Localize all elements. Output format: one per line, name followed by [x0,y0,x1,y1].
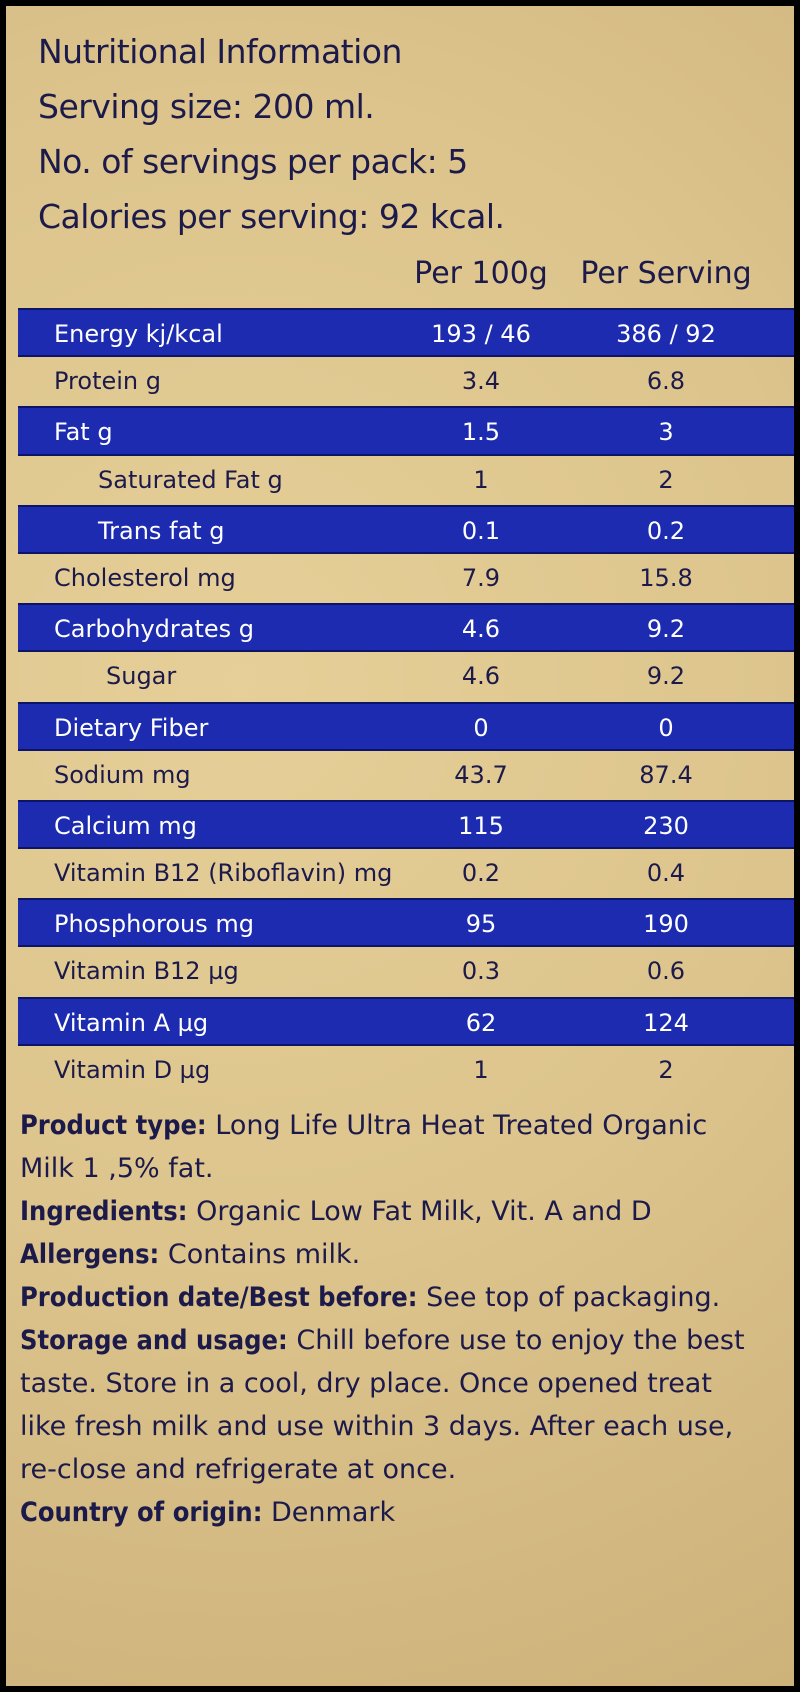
cell-value: 193 / 46 [431,320,531,348]
cell-value: 190 [643,910,689,939]
cell-value: 0 [473,713,489,742]
info-item: Product type: Long Life Ultra Heat Treat… [20,1104,760,1190]
cell-value: 87.4 [639,760,693,789]
nutrient-name: Saturated Fat g [98,465,283,494]
cell-value: 115 [458,811,504,840]
info-text: Denmark [271,1497,396,1528]
cell-value: 124 [643,1008,689,1037]
cell-value: 0.1 [461,516,501,545]
column-header: Per Serving [580,256,752,291]
table-row: Vitamin B12 µg 0.3 0.6 [18,947,794,996]
header: Nutritional Information Serving size: 200… [38,24,505,244]
cell-value: 9.2 [646,615,686,644]
cell-value: 0 [658,713,674,742]
info-text: Long Life Ultra Heat Treated Organic Mil… [20,1110,708,1184]
column-headers: Per 100g Per Serving [6,256,794,300]
cell-value: 0.2 [646,516,686,545]
table-row: Energy kj/kcal 193 / 46 386 / 92 [18,308,794,358]
cell-value: 0.4 [646,859,686,888]
cell-value: 3.4 [461,367,501,396]
info-label: Ingredients: [20,1196,188,1227]
nutrient-name: Carbohydrates g [54,615,255,644]
cell-value: 1 [473,465,489,494]
info-item: Ingredients: Organic Low Fat Milk, Vit. … [20,1190,760,1233]
table-row: Vitamin A µg 62 124 [18,996,794,1046]
footer: Product type: Long Life Ultra Heat Treat… [20,1104,760,1534]
nutrient-name: Dietary Fiber [54,713,209,742]
nutrient-name: Vitamin B12 (Riboflavin) mg [54,859,393,888]
header-line: No. of servings per pack: 5 [38,142,468,181]
info-text: Organic Low Fat Milk, Vit. A and D [196,1196,652,1227]
header-line: Serving size: 200 ml. [38,87,375,126]
info-label: Allergens: [20,1239,160,1270]
table-row: Trans fat g 0.1 0.2 [18,504,794,554]
cell-value: 1.5 [461,418,501,447]
table-row: Calcium mg 115 230 [18,799,794,850]
cell-value: 15.8 [639,563,693,592]
cell-value: 230 [643,811,689,840]
info-text: See top of packaging. [426,1282,721,1313]
table-row: Sugar 4.6 9.2 [18,652,794,701]
info-label: Product type: [20,1110,207,1141]
header-line: Nutritional Information [38,32,402,71]
table-row: Sodium mg 43.7 87.4 [18,751,794,800]
cell-value: 0.6 [646,957,686,986]
nutrient-name: Vitamin A µg [54,1008,209,1037]
cell-value: 7.9 [461,563,501,592]
info-text: Chill before use to enjoy the best taste… [20,1325,745,1485]
nutrient-name: Energy kj/kcal [54,320,223,348]
table-row: Fat g 1.5 3 [18,406,794,456]
column-header: Per 100g [414,256,548,291]
cell-value: 386 / 92 [616,320,716,348]
nutrient-name: Sugar [106,662,177,691]
nutrient-name: Sodium mg [54,760,191,789]
cell-value: 4.6 [461,615,501,644]
table-row: Dietary Fiber 0 0 [18,701,794,751]
nutrient-name: Phosphorous mg [54,910,254,939]
cell-value: 0.3 [461,957,501,986]
nutrient-name: Vitamin D µg [54,1055,211,1084]
table-row: Vitamin B12 (Riboflavin) mg 0.2 0.4 [18,849,794,898]
cell-value: 9.2 [646,662,686,691]
nutrient-name: Vitamin B12 µg [54,957,239,986]
info-label: Production date/Best before: [20,1282,418,1313]
cell-value: 0.2 [461,859,501,888]
cell-value: 1 [473,1055,489,1084]
info-label: Storage and usage: [20,1325,288,1356]
info-label: Country of origin: [20,1497,263,1528]
cell-value: 3 [658,418,674,447]
table-row: Carbohydrates g 4.6 9.2 [18,603,794,653]
table-row: Cholesterol mg 7.9 15.8 [18,554,794,603]
header-line: Calories per serving: 92 kcal. [38,197,505,236]
cell-value: 95 [465,910,497,939]
nutrient-name: Protein g [54,367,161,396]
nutrient-name: Calcium mg [54,811,197,840]
info-item: Allergens: Contains milk. [20,1233,760,1276]
info-text: Contains milk. [167,1239,361,1270]
info-item: Production date/Best before: See top of … [20,1276,760,1319]
table-row: Saturated Fat g 1 2 [18,456,794,505]
table-row: Protein g 3.4 6.8 [18,357,794,406]
cell-value: 6.8 [646,367,686,396]
nutrient-name: Trans fat g [98,516,225,545]
cell-value: 2 [658,1055,674,1084]
info-item: Country of origin: Denmark [20,1491,760,1534]
cell-value: 43.7 [454,760,508,789]
label-panel: Nutritional Information Serving size: 200… [6,6,794,1686]
info-item: Storage and usage: Chill before use to e… [20,1319,760,1491]
table-row: Phosphorous mg 95 190 [18,898,794,948]
nutrient-name: Cholesterol mg [54,563,236,592]
cell-value: 4.6 [461,662,501,691]
nutrient-name: Fat g [54,418,113,447]
nutrition-table: Energy kj/kcal 193 / 46 386 / 92 Protein g 3… [18,308,794,1095]
cell-value: 62 [465,1008,497,1037]
table-row: Vitamin D µg 1 2 [18,1046,794,1095]
cell-value: 2 [658,465,674,494]
